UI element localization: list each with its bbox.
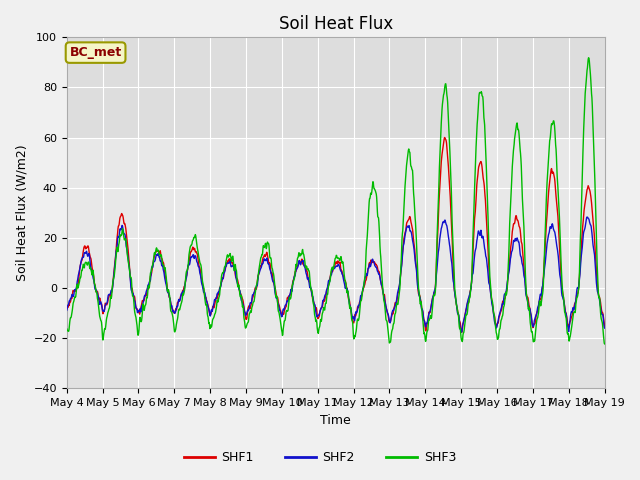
Y-axis label: Soil Heat Flux (W/m2): Soil Heat Flux (W/m2) [15,144,28,281]
SHF2 [490,311,497,317]
Bar [67,37,605,138]
SHF3 [182,269,190,275]
SHF1 [170,309,177,314]
SHF2 [458,329,465,335]
Legend: SHF1, SHF2, SHF3: SHF1, SHF2, SHF3 [179,446,461,469]
SHF3 [63,326,70,332]
SHF3 [601,341,609,347]
SHF1 [441,134,449,140]
SHF3 [419,318,427,324]
SHF1 [182,274,190,279]
X-axis label: Time: Time [321,414,351,427]
SHF2 [537,293,545,299]
SHF1 [601,324,609,329]
Bar [67,338,605,388]
SHF3 [170,317,177,323]
Title: Soil Heat Flux: Soil Heat Flux [278,15,393,33]
Text: BC_met: BC_met [70,46,122,59]
SHF2 [170,308,177,314]
Line: SHF1: SHF1 [67,137,605,332]
SHF1 [419,310,427,315]
SHF2 [182,275,190,281]
SHF1 [490,312,498,318]
SHF1 [243,316,250,322]
SHF3 [585,55,593,60]
SHF3 [537,303,545,309]
SHF2 [419,311,427,316]
SHF2 [63,307,70,313]
Line: SHF2: SHF2 [67,217,605,332]
SHF1 [63,306,70,312]
SHF2 [583,214,591,220]
SHF2 [243,311,250,316]
Line: SHF3: SHF3 [67,58,605,344]
SHF3 [490,307,497,312]
SHF2 [601,325,609,331]
SHF1 [458,329,465,335]
SHF1 [538,293,545,299]
SHF3 [243,323,250,329]
